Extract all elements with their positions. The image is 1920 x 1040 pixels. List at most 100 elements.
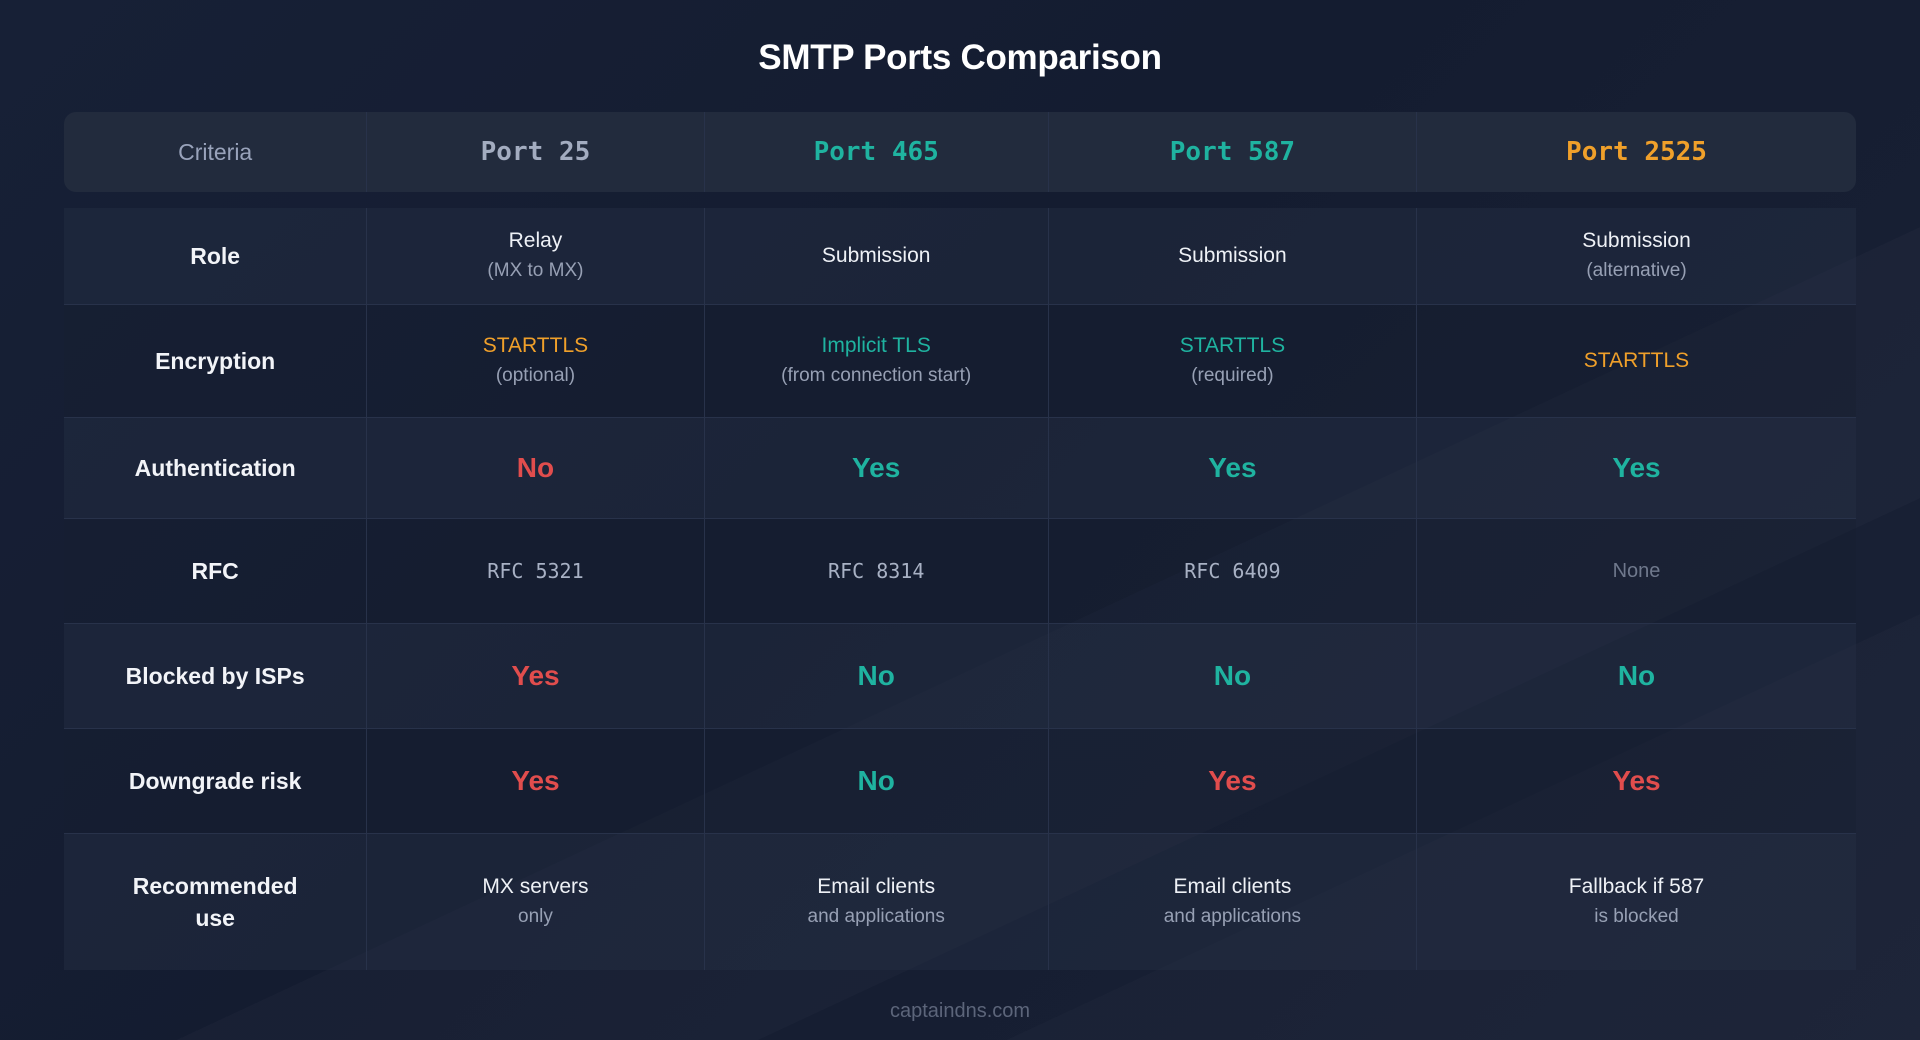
table-cell: No [367,418,705,518]
cell-rfc-value: RFC 5321 [487,559,584,583]
table-cell: Yes [705,418,1049,518]
cell-sub-text: (MX to MX) [487,260,584,281]
table-cell: RFC 8314 [705,519,1049,623]
cell-main-text: Submission [821,244,931,267]
table-row-blocked-by-isps: Blocked by ISPs Yes No No No [64,624,1856,729]
cell-main-text: Implicit TLS [821,334,931,357]
cell-status-value: No [516,452,555,483]
row-label-cell: Downgrade risk [64,729,368,833]
row-label-encryption: Encryption [155,348,276,374]
cell-sub-text: only [518,906,553,927]
table-cell: Yes [1049,729,1417,833]
comparison-table: Criteria Port 25 Port 465 Port 587 Port … [64,112,1856,970]
header-criteria-label: Criteria [178,138,253,165]
row-label-cell: Role [64,208,368,304]
page-title: SMTP Ports Comparison [758,38,1162,77]
cell-status-value: No [857,765,895,796]
cell-rfc-value: RFC 6409 [1184,559,1281,583]
cell-status-value: No [1213,660,1252,691]
cell-main-text: Email clients [1173,875,1292,898]
header-port-25-cell: Port 25 [367,112,705,192]
cell-rfc-value: None [1612,559,1661,582]
table-cell: Fallback if 587 is blocked [1417,834,1856,970]
table-cell: Yes [1417,729,1856,833]
cell-sub-text: (from connection start) [781,365,972,386]
cell-main-text: Fallback if 587 [1568,875,1705,898]
cell-main-text: Email clients [817,875,936,898]
cell-main-text: STARTTLS [1179,334,1286,357]
table-cell: No [1049,624,1417,728]
row-label-cell: Recommended use [64,834,368,970]
table-cell: Yes [1417,418,1856,518]
cell-status-value: Yes [1208,452,1257,483]
row-label-cell: Blocked by ISPs [64,624,368,728]
cell-status-value: Yes [1612,765,1661,796]
cell-main-text: STARTTLS [482,334,589,357]
table-cell: STARTTLS [1417,305,1856,417]
table-cell: No [705,624,1049,728]
header-port-587-cell: Port 587 [1049,112,1417,192]
table-header: Criteria Port 25 Port 465 Port 587 Port … [64,112,1856,192]
row-label-recommended-line1: Recommended [132,873,298,899]
cell-sub-text: (optional) [495,365,576,386]
cell-sub-text: is blocked [1594,906,1679,927]
table-cell: Submission [1049,208,1417,304]
table-row-recommended-use: Recommended use MX servers only Email cl… [64,834,1856,970]
header-port-465-cell: Port 465 [705,112,1049,192]
table-cell: MX servers only [367,834,705,970]
table-cell: RFC 6409 [1049,519,1417,623]
header-port-2525-cell: Port 2525 [1417,112,1856,192]
cell-rfc-value: RFC 8314 [828,559,925,583]
table-row-authentication: Authentication No Yes Yes Yes [64,418,1856,519]
table-cell: Implicit TLS (from connection start) [705,305,1049,417]
table-row-role: Role Relay (MX to MX) Submission Submiss… [64,208,1856,305]
header-port-465: Port 465 [813,137,939,167]
row-label-recommended-line2: use [195,905,235,931]
table-row-encryption: Encryption STARTTLS (optional) Implicit … [64,305,1856,418]
table-cell: No [705,729,1049,833]
cell-sub-text: (alternative) [1586,260,1687,281]
table-cell: RFC 5321 [367,519,705,623]
cell-main-text: Submission [1582,229,1691,252]
cell-status-value: No [1617,660,1656,691]
table-cell: STARTTLS (optional) [367,305,705,417]
table-cell: Yes [1049,418,1417,518]
table-cell: Relay (MX to MX) [367,208,705,304]
table-cell: Submission [705,208,1049,304]
row-label-cell: Authentication [64,418,368,518]
cell-main-text: Relay [508,229,563,252]
cell-status-value: Yes [1612,452,1661,483]
table-cell: STARTTLS (required) [1049,305,1417,417]
row-label-cell: RFC [64,519,368,623]
cell-status-value: Yes [852,452,901,483]
header-port-25: Port 25 [480,137,591,167]
header-port-587: Port 587 [1169,137,1296,167]
cell-status-value: Yes [511,765,560,796]
table-cell: Email clients and applications [1049,834,1417,970]
row-label-role: Role [190,243,241,269]
row-label-blocked-by-isps: Blocked by ISPs [125,663,305,689]
row-label-downgrade-risk: Downgrade risk [128,768,302,794]
cell-main-text: Submission [1178,244,1287,267]
cell-main-text: STARTTLS [1583,349,1690,372]
cell-main-text: MX servers [482,875,589,898]
table-cell: Yes [367,624,705,728]
table-row-downgrade-risk: Downgrade risk Yes No Yes Yes [64,729,1856,834]
table-cell: Submission (alternative) [1417,208,1856,304]
header-criteria-cell: Criteria [64,112,368,192]
footer-site-link: captaindns.com [889,1000,1031,1022]
row-label-authentication: Authentication [134,455,296,481]
table-cell: Email clients and applications [705,834,1049,970]
cell-sub-text: (required) [1191,365,1274,386]
cell-status-value: No [857,660,895,691]
cell-sub-text: and applications [1163,906,1302,927]
row-label-cell: Encryption [64,305,368,417]
table-cell: No [1417,624,1856,728]
table-cell: None [1417,519,1856,623]
header-port-2525: Port 2525 [1566,137,1707,167]
table-cell: Yes [367,729,705,833]
cell-status-value: Yes [1208,765,1257,796]
table-row-rfc: RFC RFC 5321 RFC 8314 RFC 6409 None [64,519,1856,624]
cell-status-value: Yes [511,660,560,691]
row-label-rfc: RFC [191,558,239,584]
